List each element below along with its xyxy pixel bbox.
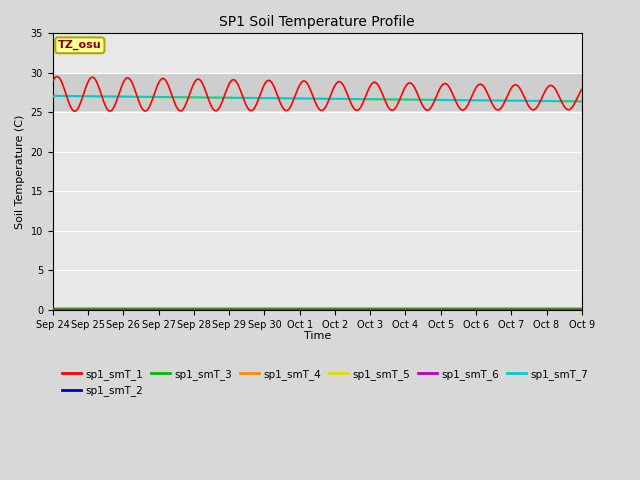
Legend: sp1_smT_1, sp1_smT_2, sp1_smT_3, sp1_smT_4, sp1_smT_5, sp1_smT_6, sp1_smT_7: sp1_smT_1, sp1_smT_2, sp1_smT_3, sp1_smT… xyxy=(58,365,592,400)
X-axis label: Time: Time xyxy=(303,331,331,341)
Y-axis label: Soil Temperature (C): Soil Temperature (C) xyxy=(15,114,25,228)
Title: SP1 Soil Temperature Profile: SP1 Soil Temperature Profile xyxy=(220,15,415,29)
Bar xyxy=(52,74,582,110)
Text: TZ_osu: TZ_osu xyxy=(58,40,102,50)
